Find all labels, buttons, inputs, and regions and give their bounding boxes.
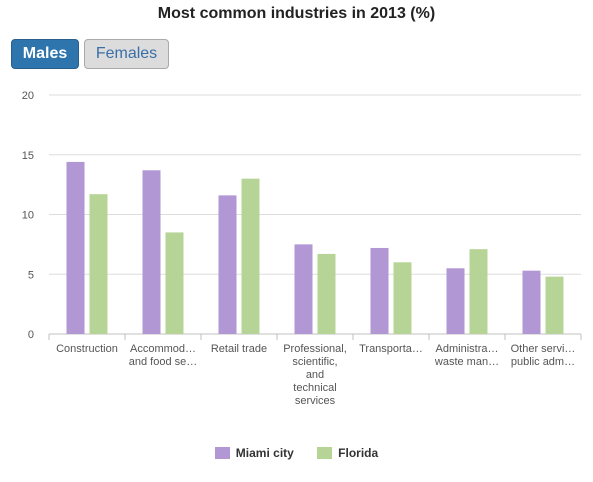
chart-title: Most common industries in 2013 (%) xyxy=(157,5,436,22)
legend-label-miami: Miami city xyxy=(235,446,294,460)
x-tick-label: public adm… xyxy=(511,356,575,368)
legend-swatch-miami xyxy=(214,447,230,459)
x-tick-label: Other servi… xyxy=(511,343,576,355)
bar-miami xyxy=(522,270,541,334)
x-tick-label: Administra… xyxy=(436,343,499,355)
bar-florida xyxy=(317,253,336,334)
bar-florida xyxy=(545,276,564,334)
x-tick-label: Transporta… xyxy=(359,343,423,355)
bar-florida xyxy=(469,249,488,334)
x-tick-label: technical xyxy=(293,382,336,394)
bar-miami xyxy=(142,170,161,334)
males-toggle-button[interactable]: Males xyxy=(11,39,79,69)
y-tick-label: 10 xyxy=(22,210,34,222)
x-tick-label: Professional, xyxy=(283,343,347,355)
females-toggle-button[interactable]: Females xyxy=(84,39,169,69)
bar-miami xyxy=(370,247,389,334)
x-tick-label: scientific, xyxy=(292,356,337,368)
bar-florida xyxy=(89,194,108,334)
x-tick-label: Construction xyxy=(56,343,118,355)
y-tick-label: 15 xyxy=(22,150,34,162)
legend-item-florida[interactable]: Florida xyxy=(317,446,378,460)
y-tick-label: 0 xyxy=(28,329,34,341)
x-tick-label: and food se… xyxy=(129,356,198,368)
y-tick-label: 5 xyxy=(28,269,34,281)
y-tick-label: 20 xyxy=(22,90,34,102)
bar-florida xyxy=(393,262,412,334)
chart-legend: Miami city Florida xyxy=(0,446,593,462)
bar-florida xyxy=(241,178,260,334)
x-tick-label: waste man… xyxy=(434,356,499,368)
legend-item-miami[interactable]: Miami city xyxy=(214,446,294,460)
legend-swatch-florida xyxy=(317,447,333,459)
legend-label-florida: Florida xyxy=(338,446,379,460)
bar-miami xyxy=(294,244,313,334)
bar-miami xyxy=(218,195,237,334)
x-tick-label: and xyxy=(306,369,324,381)
bar-florida xyxy=(165,232,184,334)
x-tick-label: Accommod… xyxy=(130,343,196,355)
bar-miami xyxy=(446,268,465,334)
x-tick-label: Retail trade xyxy=(211,343,267,355)
bar-miami xyxy=(66,161,85,334)
x-tick-label: services xyxy=(295,395,336,407)
